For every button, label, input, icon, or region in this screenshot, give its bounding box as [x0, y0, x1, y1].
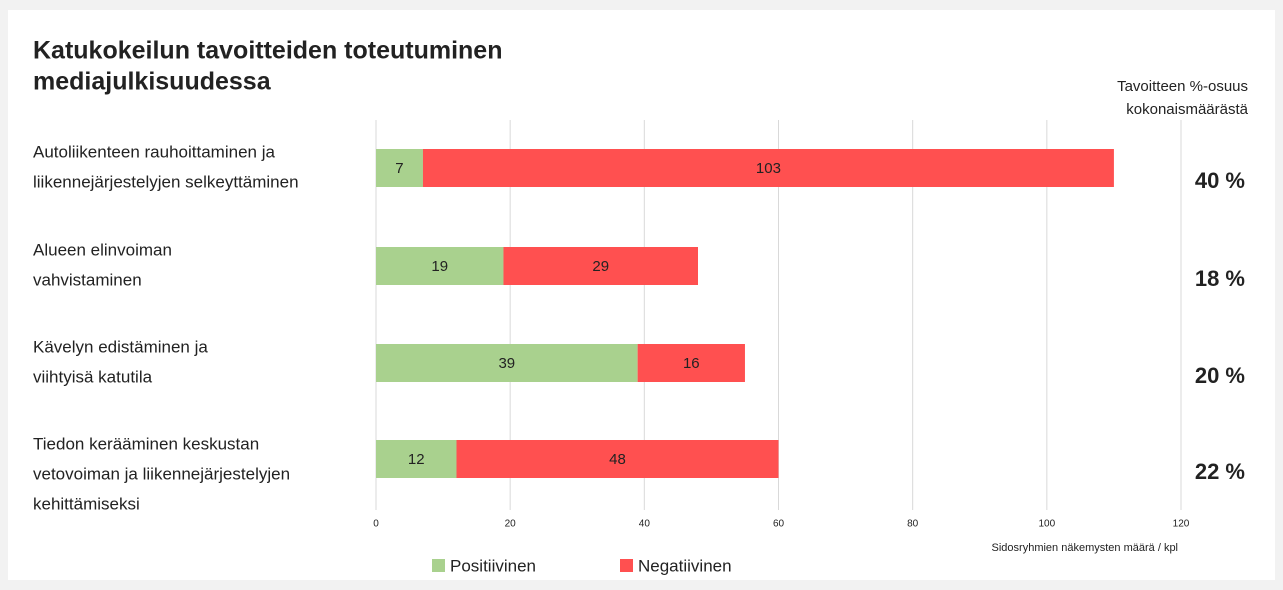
legend-swatch — [432, 559, 445, 572]
share-label: 18 % — [1195, 266, 1245, 291]
category-label: vetovoiman ja liikennejärjestelyjen — [33, 464, 290, 483]
bar-segment — [503, 247, 698, 285]
x-tick-label: 60 — [773, 519, 785, 530]
legend-swatch — [620, 559, 633, 572]
share-label: 22 % — [1195, 459, 1245, 484]
bar-segment — [376, 149, 423, 187]
x-tick-label: 40 — [639, 519, 651, 530]
share-label: 40 % — [1195, 168, 1245, 193]
category-label: viihtyisä katutila — [33, 367, 153, 386]
bar-segment — [376, 344, 638, 382]
data-label: 39 — [498, 355, 515, 372]
x-tick-label: 120 — [1173, 519, 1190, 530]
share-header: Tavoitteen %-osuus — [1117, 78, 1248, 95]
data-label: 103 — [756, 160, 781, 177]
category-label: Autoliikenteen rauhoittaminen ja — [33, 142, 275, 161]
category-label: Kävelyn edistäminen ja — [33, 337, 208, 356]
bar-segment — [422, 149, 1114, 187]
category-label: vahvistaminen — [33, 270, 142, 289]
x-tick-label: 0 — [373, 519, 379, 530]
bar-segment — [456, 440, 779, 478]
category-label: Alueen elinvoiman — [33, 240, 172, 259]
share-header: kokonaismäärästä — [1126, 101, 1248, 118]
category-label: kehittämiseksi — [33, 494, 140, 513]
data-label: 12 — [408, 451, 425, 468]
x-tick-label: 20 — [505, 519, 517, 530]
data-label: 16 — [683, 355, 700, 372]
bar-segment — [637, 344, 745, 382]
share-label: 20 % — [1195, 363, 1245, 388]
data-label: 7 — [395, 160, 403, 177]
legend-label: Negatiivinen — [638, 556, 732, 575]
data-label: 19 — [431, 258, 448, 275]
chart-title: mediajulkisuudessa — [33, 68, 272, 96]
x-tick-label: 100 — [1038, 519, 1055, 530]
chart-title: Katukokeilun tavoitteiden toteutuminen — [33, 37, 502, 65]
panel — [8, 10, 1275, 580]
bar-segment — [376, 440, 457, 478]
category-label: liikennejärjestelyjen selkeyttäminen — [33, 172, 299, 191]
category-label: Tiedon kerääminen keskustan — [33, 434, 259, 453]
data-label: 48 — [609, 451, 626, 468]
bar-segment — [376, 247, 504, 285]
data-label: 29 — [592, 258, 609, 275]
x-axis-label: Sidosryhmien näkemysten määrä / kpl — [992, 542, 1178, 554]
x-tick-label: 80 — [907, 519, 919, 530]
legend-label: Positiivinen — [450, 556, 536, 575]
